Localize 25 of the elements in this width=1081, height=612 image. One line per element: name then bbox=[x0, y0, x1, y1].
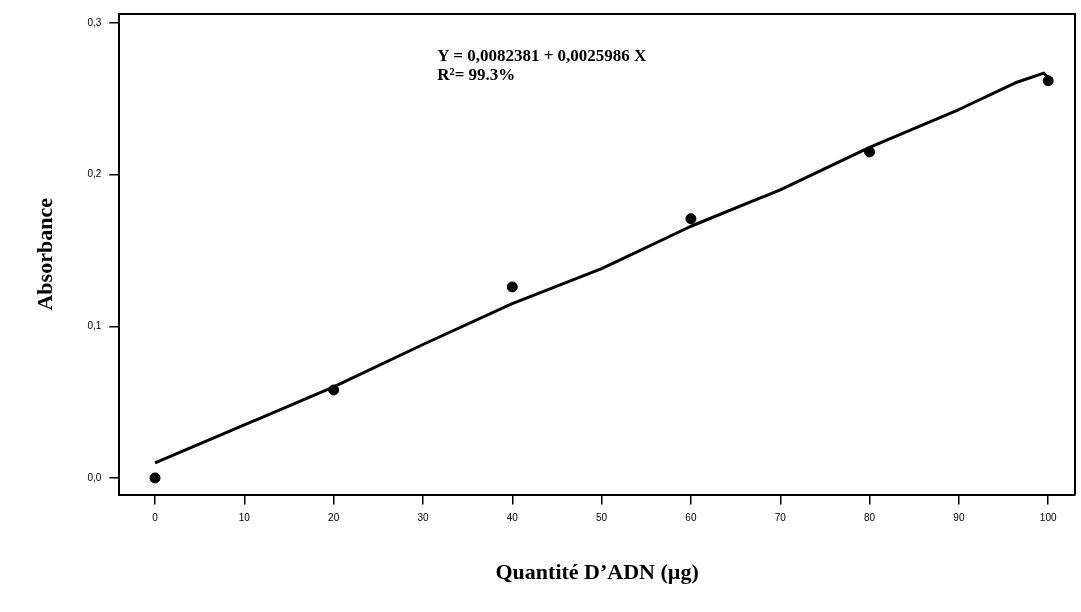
x-tick-label: 10 bbox=[238, 512, 251, 524]
y-tick-label: 0,1 bbox=[87, 320, 102, 332]
x-axis-title: Quantité D’ADN (µg) bbox=[495, 559, 699, 585]
annotation: Y = 0,0082381 + 0,0025986 X bbox=[437, 46, 648, 65]
point bbox=[685, 213, 697, 225]
y-tick-label: 0,2 bbox=[87, 168, 102, 180]
point bbox=[506, 281, 518, 293]
x-tick-label: 30 bbox=[417, 512, 429, 524]
y-tick-label: 0,3 bbox=[87, 16, 102, 28]
annotation: R²= 99.3% bbox=[437, 65, 516, 84]
x-tick-label: 100 bbox=[1039, 512, 1057, 524]
x-tick-label: 90 bbox=[953, 512, 965, 524]
x-tick-label: 50 bbox=[596, 512, 608, 524]
point bbox=[864, 146, 876, 158]
point bbox=[328, 384, 340, 396]
point bbox=[149, 472, 161, 484]
y-tick-label: 0,0 bbox=[87, 471, 102, 483]
x-tick-label: 60 bbox=[685, 512, 697, 524]
y-axis-title: Absorbance bbox=[31, 197, 57, 311]
x-tick-label: 70 bbox=[774, 512, 787, 524]
x-tick-label: 80 bbox=[864, 512, 876, 524]
x-tick-label: 40 bbox=[506, 512, 519, 524]
x-tick-label: 0 bbox=[152, 512, 159, 524]
x-tick-label: 20 bbox=[328, 512, 340, 524]
point bbox=[1042, 75, 1054, 87]
